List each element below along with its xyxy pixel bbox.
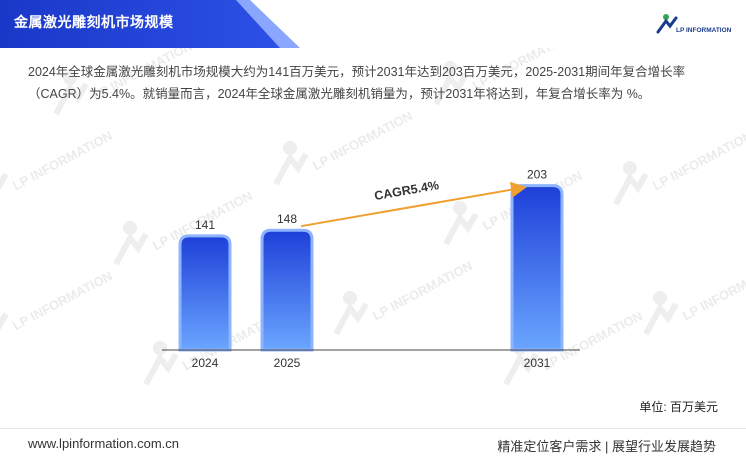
footer-url[interactable]: www.lpinformation.com.cn: [28, 436, 179, 451]
category-label-2025: 2025: [274, 356, 301, 370]
page-title: 金属激光雕刻机市场规模: [14, 14, 174, 30]
bar-chart: 141 2024 148 2025 203 2031 CAGR5.4%: [162, 168, 580, 370]
bar-2025: [260, 228, 314, 352]
market-description: 2024年全球金属激光雕刻机市场规模大约为141百万美元，预计2031年达到20…: [28, 65, 686, 101]
header: 金属激光雕刻机市场规模 LP INFORMATION: [0, 0, 746, 48]
title-band-shape: [0, 0, 300, 48]
category-label-2024: 2024: [192, 356, 219, 370]
logo-text: LP INFORMATION: [676, 27, 732, 34]
brand-logo: LP INFORMATION: [654, 12, 734, 38]
footer-divider: [0, 428, 746, 429]
bar-2024: [178, 234, 232, 352]
title-band: 金属激光雕刻机市场规模: [0, 0, 300, 48]
footer-slogan: 精准定位客户需求 | 展望行业发展趋势: [497, 439, 716, 454]
value-label-2031: 203: [527, 168, 547, 182]
value-label-2024: 141: [195, 218, 215, 232]
value-label-2025: 148: [277, 212, 297, 226]
category-label-2031: 2031: [524, 356, 551, 370]
lp-logo-icon: [656, 14, 678, 34]
cagr-label: CAGR5.4%: [373, 178, 440, 203]
unit-label: 单位: 百万美元: [639, 400, 718, 414]
cagr-arrow: [300, 181, 527, 228]
bar-2031: [510, 184, 564, 352]
